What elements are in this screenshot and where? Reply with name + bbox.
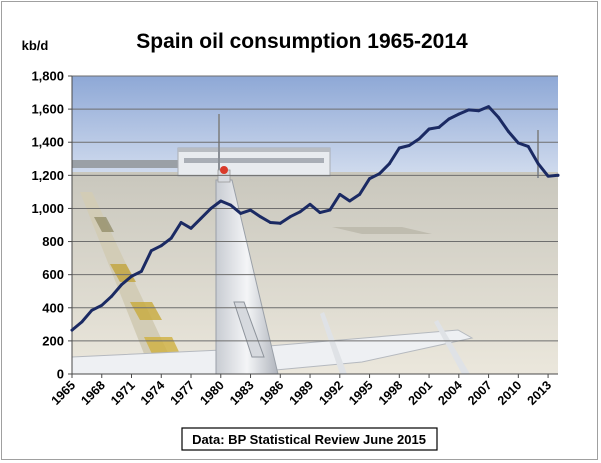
- data-point: [447, 117, 451, 121]
- data-point: [169, 236, 173, 240]
- source-note: Data: BP Statistical Review June 2015: [192, 432, 426, 447]
- data-point: [70, 328, 74, 332]
- data-point: [427, 127, 431, 131]
- data-point: [358, 192, 362, 196]
- data-point: [110, 294, 114, 298]
- data-point: [199, 216, 203, 220]
- x-tick-label: 2004: [435, 378, 465, 408]
- x-tick-label: 1995: [346, 378, 376, 408]
- y-tick-labels: 0 200 400 600 800 1,000 1,200 1,400 1,600 1,800: [31, 69, 64, 382]
- x-tick-label: 1974: [138, 378, 168, 408]
- x-tick-label: 1992: [316, 378, 346, 408]
- chart-title: Spain oil consumption 1965-2014: [136, 30, 468, 53]
- data-point: [209, 207, 213, 210]
- data-point: [219, 199, 223, 203]
- x-tick-label: 2010: [495, 378, 525, 408]
- y-tick-label: 400: [42, 300, 64, 315]
- data-point: [457, 112, 461, 116]
- y-tick-label: 600: [42, 267, 64, 282]
- x-tick-label: 2013: [525, 378, 555, 408]
- data-point: [149, 249, 153, 253]
- data-point: [120, 283, 123, 286]
- x-tick-label: 1983: [227, 378, 257, 408]
- data-point: [546, 174, 550, 178]
- background-photo: [72, 76, 558, 374]
- data-point: [407, 144, 411, 147]
- data-point: [308, 202, 312, 206]
- data-point: [536, 162, 540, 166]
- data-point: [249, 208, 252, 212]
- data-point: [397, 146, 401, 150]
- x-tick-label: 1998: [376, 378, 406, 408]
- data-point: [318, 211, 322, 214]
- data-point: [328, 208, 332, 212]
- series-line: [70, 105, 560, 332]
- data-point: [259, 215, 262, 219]
- y-tick-label: 0: [57, 367, 64, 382]
- data-point: [417, 137, 421, 141]
- series-group: [70, 105, 560, 332]
- source-note-box: Data: BP Statistical Review June 2015: [181, 427, 438, 451]
- data-point: [477, 109, 481, 113]
- data-point: [437, 125, 441, 129]
- y-tick-label: 200: [42, 333, 64, 348]
- data-point: [189, 226, 193, 230]
- x-tick-label: 1965: [49, 378, 79, 408]
- x-tick-label: 2007: [465, 378, 495, 408]
- y-axis-unit-label: kb/d: [22, 38, 49, 53]
- x-tick-label: 1968: [78, 378, 108, 408]
- x-tick-label: 2001: [406, 378, 436, 408]
- data-point: [526, 144, 530, 148]
- x-tick-label: 1989: [287, 378, 317, 408]
- data-point: [130, 274, 133, 278]
- data-point: [179, 221, 183, 224]
- data-point: [80, 320, 84, 324]
- data-point: [467, 108, 471, 112]
- data-point: [387, 162, 391, 166]
- x-tick-label: 1971: [108, 378, 138, 408]
- data-point: [368, 177, 371, 181]
- x-tick-label: 1986: [257, 378, 287, 408]
- y-tick-label: 1,600: [31, 102, 64, 117]
- data-point: [348, 199, 352, 203]
- y-tick-label: 1,400: [31, 135, 64, 150]
- data-point: [100, 303, 104, 307]
- data-point: [90, 308, 94, 312]
- data-point: [140, 269, 143, 273]
- data-point: [298, 210, 302, 214]
- data-point: [507, 130, 510, 133]
- data-point: [278, 221, 282, 225]
- data-point: [556, 173, 560, 177]
- data-point: [239, 212, 243, 215]
- data-point: [378, 172, 381, 176]
- data-point: [288, 215, 292, 219]
- y-tick-label: 1,800: [31, 69, 64, 84]
- x-tick-label: 1977: [168, 378, 198, 408]
- data-point: [229, 203, 233, 207]
- data-point: [159, 244, 163, 248]
- y-tick-label: 800: [42, 234, 64, 249]
- data-point: [268, 221, 272, 224]
- data-point: [516, 141, 520, 145]
- data-point: [487, 105, 490, 109]
- data-point: [497, 115, 500, 119]
- data-point: [338, 192, 342, 196]
- y-tick-label: 1,200: [31, 168, 64, 183]
- y-tick-label: 1,000: [31, 201, 64, 216]
- x-tick-label: 1980: [197, 378, 227, 408]
- x-tick-labels: 1965 1968 1971 1974 1977 1980 1983 1986 1989 1992…: [49, 378, 555, 408]
